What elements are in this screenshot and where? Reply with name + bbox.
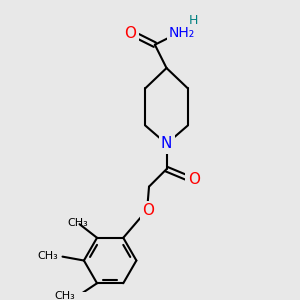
Text: CH₃: CH₃ bbox=[67, 218, 88, 228]
Text: O: O bbox=[142, 203, 154, 218]
Text: O: O bbox=[188, 172, 200, 187]
Text: CH₃: CH₃ bbox=[54, 291, 75, 300]
Text: O: O bbox=[124, 26, 136, 40]
Text: CH₃: CH₃ bbox=[37, 251, 58, 261]
Text: N: N bbox=[161, 136, 172, 152]
Text: H: H bbox=[189, 14, 198, 27]
Text: NH₂: NH₂ bbox=[169, 26, 195, 40]
